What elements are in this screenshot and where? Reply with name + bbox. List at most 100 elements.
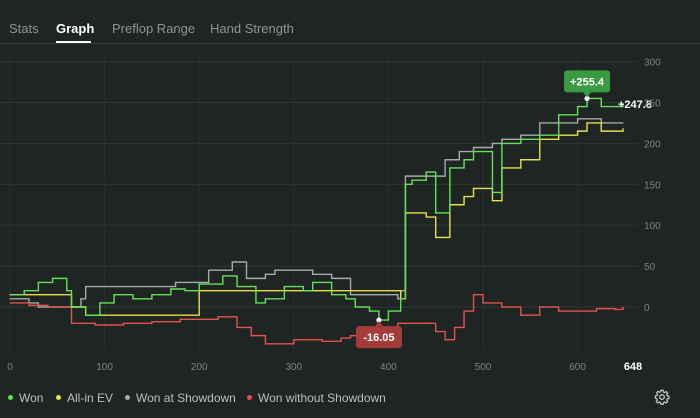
legend-item-won-without-showdown[interactable]: Won without Showdown xyxy=(247,391,386,405)
y-tick-label: 250 xyxy=(644,99,661,110)
data-point xyxy=(520,138,522,140)
data-point xyxy=(302,290,304,292)
data-point xyxy=(595,308,598,310)
data-point xyxy=(302,269,304,271)
data-point xyxy=(458,150,460,153)
data-point xyxy=(184,290,186,292)
data-point xyxy=(236,326,238,329)
data-point xyxy=(70,322,73,324)
data-point xyxy=(37,281,39,284)
legend-dot-all-in-ev xyxy=(56,395,61,401)
data-point xyxy=(576,310,579,312)
legend-item-all-in-ev[interactable]: All-in EV xyxy=(56,391,113,405)
data-point xyxy=(264,343,267,345)
y-tick-label: 150 xyxy=(644,180,661,191)
x-tick-label: 500 xyxy=(475,362,492,373)
data-point xyxy=(586,122,588,124)
data-point xyxy=(404,175,407,177)
data-point xyxy=(122,322,125,324)
data-point xyxy=(321,340,323,342)
tab-preflop-range[interactable]: Preflop Range xyxy=(112,21,196,36)
data-point xyxy=(94,324,96,326)
x-tick-label: 200 xyxy=(191,362,208,373)
data-point xyxy=(151,294,153,296)
data-point xyxy=(397,298,399,300)
data-point xyxy=(274,269,276,271)
data-point xyxy=(501,306,503,308)
data-point xyxy=(614,308,617,311)
min-value-label: -16.05 xyxy=(363,332,394,344)
legend-dot-won-at-showdown xyxy=(125,395,130,401)
data-point xyxy=(70,306,73,308)
data-point xyxy=(250,335,252,337)
data-point xyxy=(151,321,153,323)
data-point xyxy=(283,285,285,288)
data-point xyxy=(622,128,624,130)
data-point xyxy=(113,294,115,296)
chart-grid xyxy=(0,57,638,350)
data-point xyxy=(397,322,399,324)
y-tick-label: 200 xyxy=(644,139,661,150)
data-point xyxy=(411,179,413,181)
data-point xyxy=(501,142,503,144)
data-point xyxy=(501,138,503,140)
data-point xyxy=(264,298,267,300)
data-point xyxy=(236,285,238,288)
data-point xyxy=(23,290,25,292)
data-point xyxy=(444,339,446,341)
legend-label-all-in-ev: All-in EV xyxy=(67,391,114,405)
legend-item-won-at-showdown[interactable]: Won at Showdown xyxy=(125,391,236,405)
chart-annotations: +255.4 -16.05 +247.8 xyxy=(355,70,652,349)
data-point xyxy=(66,290,68,292)
data-point xyxy=(491,191,494,194)
legend-label-won: Won xyxy=(19,391,44,405)
data-point xyxy=(331,277,333,279)
tab-hand-strength[interactable]: Hand Strength xyxy=(210,21,294,36)
data-point xyxy=(85,285,87,288)
data-point xyxy=(472,150,475,153)
legend-dot-won-without-showdown xyxy=(247,395,252,401)
y-tick-label: 50 xyxy=(644,262,656,273)
data-point xyxy=(28,304,30,306)
data-point xyxy=(217,316,219,318)
data-point xyxy=(331,294,333,296)
data-point xyxy=(622,122,624,124)
x-tick-label: 100 xyxy=(96,362,113,373)
gear-icon[interactable] xyxy=(654,389,670,405)
data-point xyxy=(622,306,624,308)
data-point xyxy=(132,298,134,300)
profit-graph[interactable]: +255.4 -16.05 +247.8 0 50 100 150 200 250 300 0 10… xyxy=(0,45,700,385)
data-point xyxy=(444,159,446,161)
max-value-badge xyxy=(564,70,611,93)
min-point-dot xyxy=(376,317,382,323)
data-point xyxy=(520,159,522,161)
data-point xyxy=(463,195,465,198)
data-point xyxy=(491,200,494,202)
tab-graph[interactable]: Graph xyxy=(56,21,95,36)
data-point xyxy=(349,335,352,337)
data-point xyxy=(520,314,522,316)
data-point xyxy=(463,310,465,312)
data-point xyxy=(9,294,11,296)
legend-item-won[interactable]: Won xyxy=(8,391,43,405)
data-point xyxy=(425,171,427,173)
data-point xyxy=(482,302,484,304)
active-tab-indicator xyxy=(56,41,91,43)
y-tick-label: 300 xyxy=(644,58,661,69)
series-line-won-at-showdown xyxy=(10,118,623,308)
x-tick-label: 0 xyxy=(7,362,13,373)
data-point xyxy=(425,322,427,324)
data-point xyxy=(463,159,465,161)
data-point xyxy=(47,306,49,308)
tab-stats[interactable]: Stats xyxy=(9,21,39,36)
data-point xyxy=(174,281,177,284)
min-value-badge xyxy=(355,326,402,349)
max-badge-pointer xyxy=(583,92,592,98)
data-point xyxy=(170,288,172,290)
data-point xyxy=(387,310,389,312)
data-point xyxy=(9,298,11,300)
data-point xyxy=(435,212,437,214)
data-point xyxy=(539,306,541,308)
x-max-label: 648 xyxy=(624,361,642,373)
data-point xyxy=(539,134,541,136)
